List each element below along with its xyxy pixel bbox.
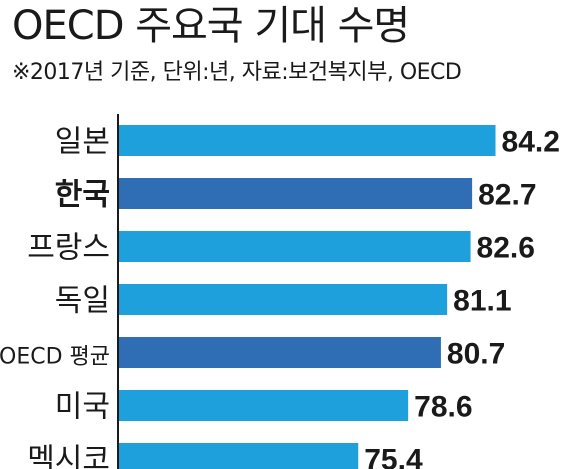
value-label: 82.7 [478, 179, 536, 212]
bar [119, 284, 448, 315]
value-label: 75.4 [364, 444, 423, 469]
value-label: 81.1 [453, 285, 511, 318]
category-label: 멕시코 [27, 443, 110, 469]
value-label: 78.6 [414, 391, 472, 424]
category-label: OECD 평균 [0, 345, 110, 370]
category-label: 한국 [55, 178, 110, 213]
chart-subtitle: ※2017년 기준, 단위:년, 자료:보건복지부, OECD [12, 60, 462, 85]
category-label: 독일 [55, 284, 110, 319]
category-label: 미국 [55, 390, 110, 425]
bar [119, 231, 471, 262]
bar [119, 390, 409, 421]
value-label: 84.2 [502, 126, 560, 159]
bar [119, 443, 359, 469]
bar [119, 125, 496, 156]
bar [119, 178, 473, 209]
bar [119, 337, 441, 368]
category-label: 프랑스 [27, 231, 110, 266]
chart-title: OECD 주요국 기대 수명 [12, 3, 410, 49]
value-label: 82.6 [477, 232, 535, 265]
category-label: 일본 [55, 125, 110, 160]
value-label: 80.7 [447, 338, 505, 371]
